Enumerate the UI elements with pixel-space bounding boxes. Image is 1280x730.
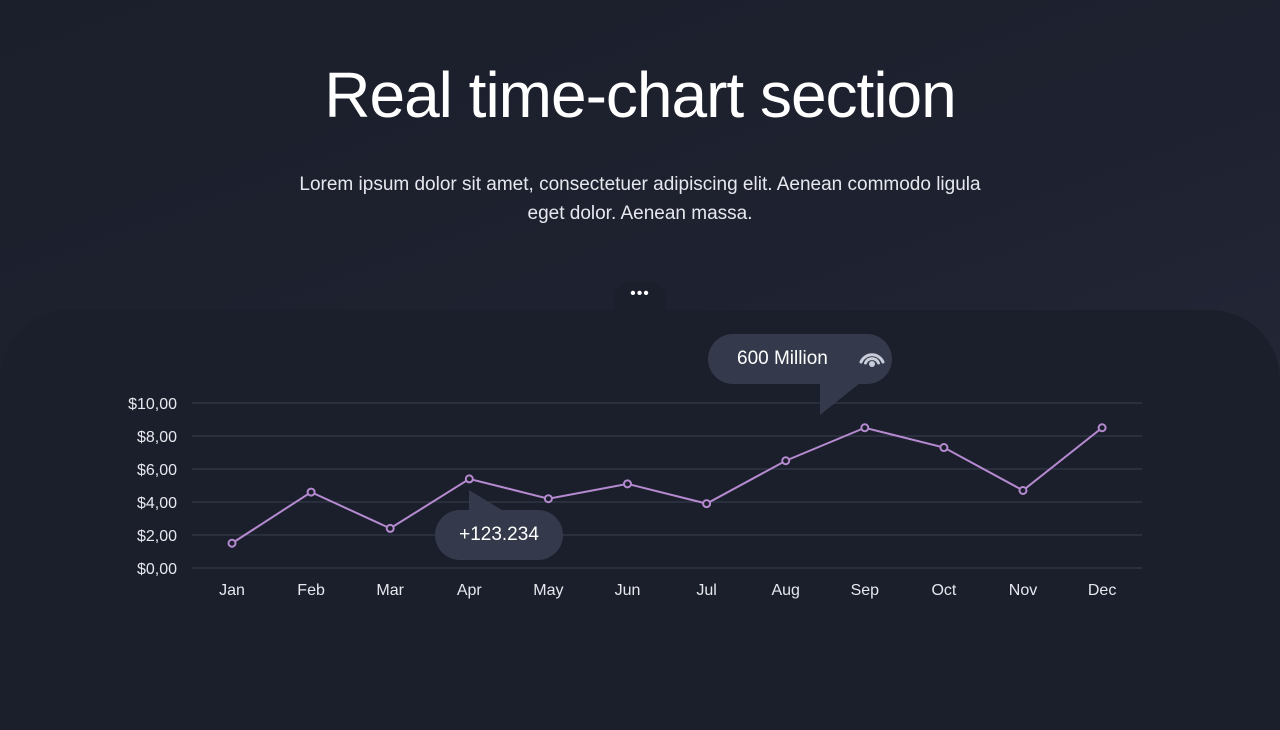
x-tick-label: Nov <box>1009 582 1037 599</box>
chart-panel <box>0 310 1280 730</box>
data-point <box>306 487 316 497</box>
data-point <box>939 443 949 453</box>
x-tick-label: Aug <box>771 582 799 599</box>
data-point <box>543 494 553 504</box>
series-line <box>231 426 1103 545</box>
x-tick-label: Jun <box>615 582 641 599</box>
callout-bottom: +123.234 <box>435 510 563 560</box>
data-point <box>464 474 474 484</box>
data-point <box>385 523 395 533</box>
x-tick-label: Mar <box>376 582 404 599</box>
data-point <box>781 456 791 466</box>
x-tick-label: Apr <box>457 582 483 599</box>
data-point <box>1097 423 1107 433</box>
x-tick-label: Feb <box>297 582 325 599</box>
y-tick-label: $10,00 <box>128 396 177 413</box>
y-tick-label: $6,00 <box>137 462 177 479</box>
y-tick-label: $4,00 <box>137 495 177 512</box>
data-point <box>1018 485 1028 495</box>
callout-top-tail <box>820 383 860 415</box>
x-tick-label: May <box>533 582 563 599</box>
x-tick-label: Jul <box>696 582 716 599</box>
data-point <box>702 499 712 509</box>
more-dots-icon[interactable]: ••• <box>630 285 650 302</box>
x-tick-label: Jan <box>219 582 245 599</box>
callout-bottom-tail <box>469 490 505 512</box>
data-point <box>227 538 237 548</box>
x-tick-label: Oct <box>931 582 956 599</box>
panel-tab <box>614 282 666 314</box>
data-point <box>860 423 870 433</box>
callout-bottom-text: +123.234 <box>459 524 539 545</box>
callout-top: 600 Million <box>708 334 892 384</box>
callout-top-text: 600 Million <box>737 348 828 369</box>
page-subtitle: Lorem ipsum dolor sit amet, consectetuer… <box>299 174 981 224</box>
signal-broadcast-icon <box>858 346 886 376</box>
y-tick-label: $2,00 <box>137 528 177 545</box>
page-title: Real time-chart section <box>324 59 956 131</box>
y-tick-label: $8,00 <box>137 429 177 446</box>
data-point <box>623 479 632 489</box>
x-tick-label: Sep <box>851 582 880 599</box>
y-tick-label: $0,00 <box>137 561 177 578</box>
x-tick-label: Dec <box>1088 582 1116 599</box>
